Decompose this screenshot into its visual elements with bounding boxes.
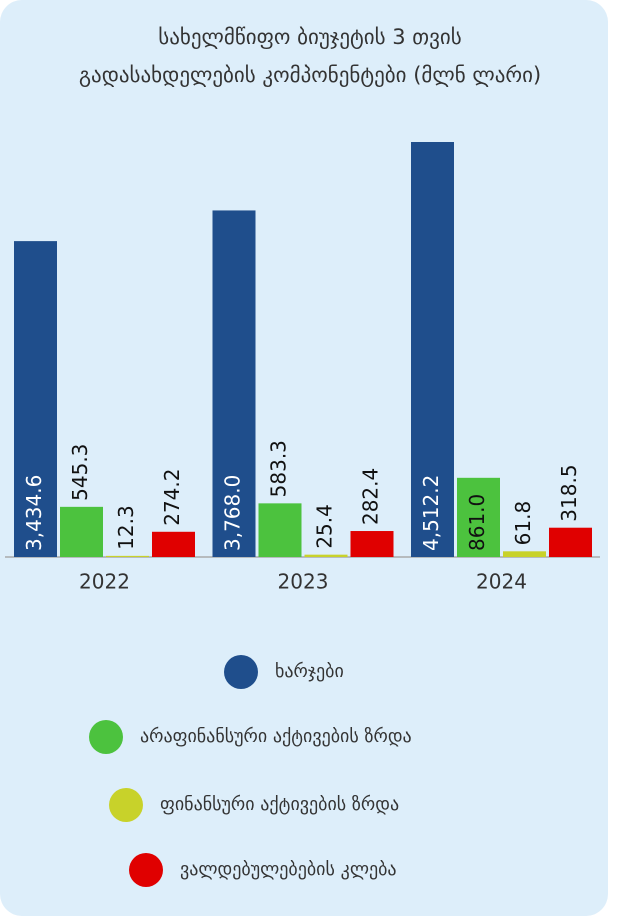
bar — [106, 555, 149, 557]
legend-swatch — [89, 720, 123, 754]
legend-label: არაფინანსური აქტივების ზრდა — [140, 726, 412, 747]
x-tick-label: 2022 — [79, 570, 130, 594]
legend-swatch — [129, 853, 163, 887]
data-label: 3,434.6 — [22, 475, 46, 551]
bar — [152, 531, 195, 557]
bar — [258, 503, 302, 557]
bar — [60, 506, 103, 557]
data-label: 3,768.0 — [221, 475, 245, 551]
card-background — [0, 0, 608, 916]
data-label: 274.2 — [160, 469, 184, 526]
bar — [503, 551, 546, 557]
bar — [457, 477, 500, 557]
legend-label: ვალდებულებების კლება — [180, 859, 397, 880]
legend-swatch — [109, 788, 143, 822]
data-label: 282.4 — [359, 468, 383, 525]
data-label: 545.3 — [68, 444, 92, 501]
bar — [14, 241, 57, 557]
x-tick-label: 2024 — [476, 570, 527, 594]
chart-title: სახელმწიფო ბიუჯეტის 3 თვის — [158, 25, 461, 49]
data-label: 861.0 — [465, 494, 489, 551]
bar — [350, 531, 394, 557]
bar — [411, 142, 454, 557]
data-label: 12.3 — [114, 505, 138, 550]
bar — [304, 554, 348, 557]
data-label: 583.3 — [267, 440, 291, 497]
data-label: 25.4 — [313, 504, 337, 549]
data-label: 4,512.2 — [419, 475, 443, 551]
x-tick-label: 2023 — [278, 570, 329, 594]
legend-swatch — [224, 655, 258, 689]
chart-title: გადასახდელების კომპონენტები (მლნ ლარი) — [79, 63, 541, 87]
bar — [212, 210, 256, 557]
bar — [549, 527, 592, 557]
legend-label: ფინანსური აქტივების ზრდა — [160, 794, 399, 815]
legend-label: ხარჯები — [275, 661, 344, 682]
data-label: 61.8 — [511, 501, 535, 546]
data-label: 318.5 — [557, 464, 581, 521]
